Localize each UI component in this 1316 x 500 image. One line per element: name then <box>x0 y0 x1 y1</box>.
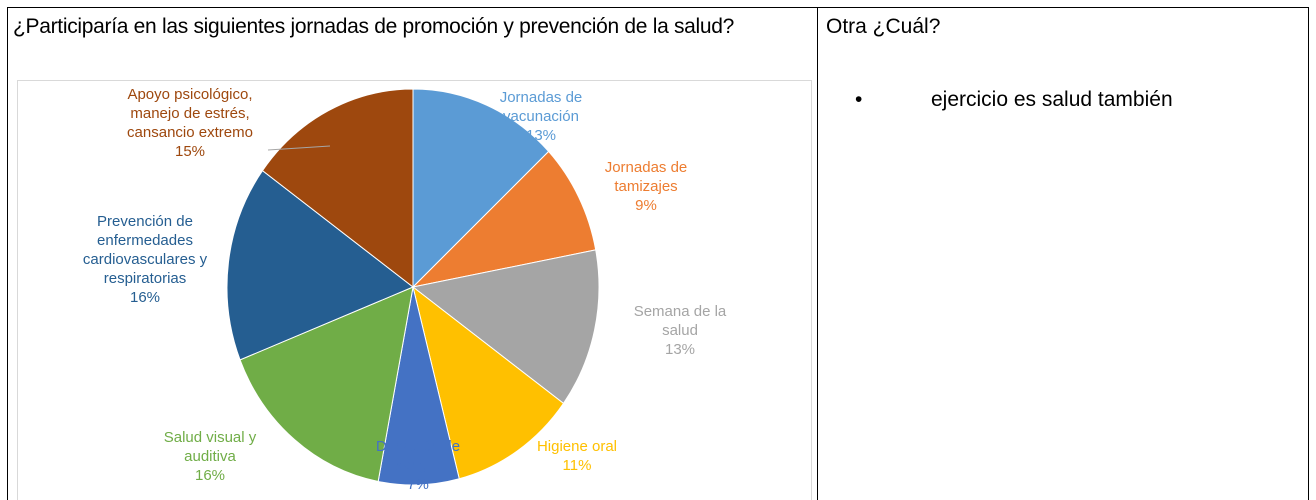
percent-label: 13% <box>664 341 696 358</box>
slice-label: Jornadas de tamizajes 9% <box>591 158 701 215</box>
slice-label: Higiene oral 11% <box>522 437 632 475</box>
chart-frame <box>17 80 812 500</box>
percent-label: 9% <box>635 197 657 214</box>
percent-label: 7% <box>407 476 429 493</box>
pie-slice <box>261 88 414 289</box>
slice-label: Donación de sangre 7% <box>376 437 461 494</box>
percent-label: 11% <box>562 457 592 474</box>
percent-label: 16% <box>129 289 161 306</box>
right-cell <box>817 7 1309 500</box>
slice-label: Apoyo psicológico, manejo de estrés, can… <box>110 85 270 161</box>
item-text: ejercicio es salud también <box>931 88 1173 111</box>
slice-label: Prevención de enfermedades cardiovascula… <box>65 212 225 307</box>
slice-label: Salud visual y auditiva 16% <box>155 428 265 485</box>
category-name: Higiene oral <box>536 438 618 455</box>
percent-label: 15% <box>174 143 206 160</box>
category-name: Donación de sangre <box>375 438 461 474</box>
category-name: Salud visual y auditiva <box>163 429 257 465</box>
pie-slice <box>239 286 414 483</box>
pie-slice <box>412 285 565 480</box>
pie-slice <box>411 150 597 288</box>
percent-label: 16% <box>194 467 226 484</box>
slice-label: Jornadas de vacunación 13% <box>486 88 596 145</box>
category-name: Semana de la salud <box>633 303 727 339</box>
percent-label: 13% <box>525 127 557 144</box>
question: ¿Participaría en las siguientes jornadas… <box>13 15 735 38</box>
category-name: Jornadas de vacunación <box>499 89 583 125</box>
slice-label: Semana de la salud 13% <box>625 302 735 359</box>
category-name: Jornadas de tamizajes <box>604 159 688 195</box>
category-name: Prevención de enfermedades cardiovascula… <box>82 213 208 287</box>
pie-slice <box>411 249 600 405</box>
other-header: Otra ¿Cuál? <box>826 15 941 38</box>
pie-slice <box>412 88 550 289</box>
pie-slice <box>226 169 414 361</box>
category-name: Apoyo psicológico, manejo de estrés, can… <box>127 86 253 141</box>
leader-line <box>267 145 331 151</box>
